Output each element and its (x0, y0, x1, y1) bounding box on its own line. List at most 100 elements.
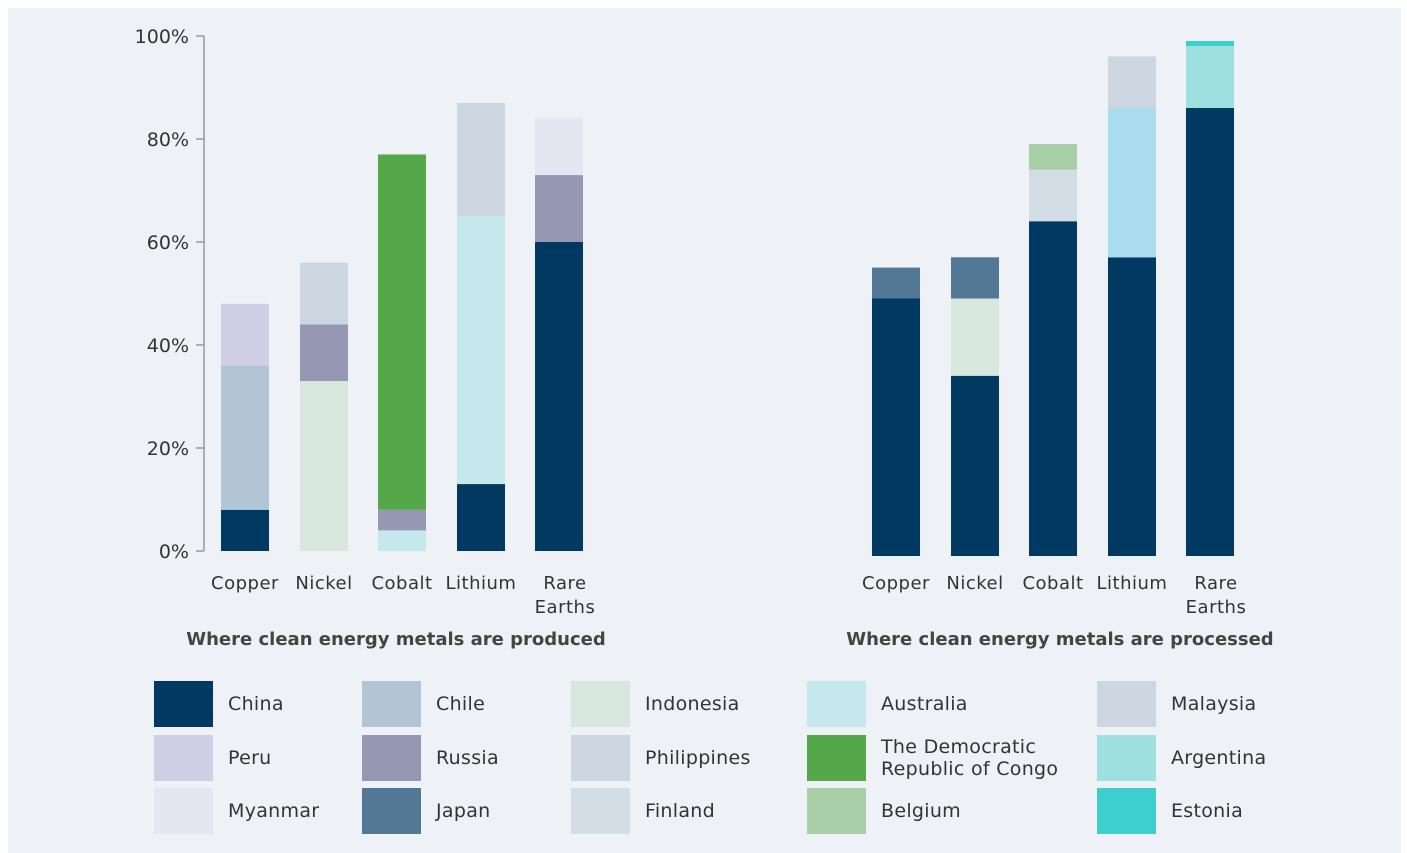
legend-item-australia: Australia (807, 681, 1061, 727)
bar-segment-copper-china (221, 509, 269, 551)
legend-item-finland: Finland (571, 788, 825, 834)
y-tick-label: 80% (147, 129, 189, 151)
legend-label: Myanmar (228, 800, 320, 822)
legend-item-philippines: Philippines (571, 735, 825, 781)
bar-segment-copper-chile (221, 365, 269, 510)
bar-segment-lithium-malaysia (1108, 56, 1156, 108)
bar-segment-lithium-china (457, 484, 505, 551)
y-axis: 0% 20% 40% 60% 80% 100% (135, 26, 205, 563)
y-tick-label: 0% (159, 541, 189, 563)
legend-item-china: China (154, 681, 408, 727)
legend-label: Estonia (1171, 800, 1244, 822)
legend-swatch (571, 681, 630, 727)
legend-label: Belgium (881, 800, 961, 822)
bar-segment-cobalt-belgium (1029, 144, 1077, 170)
legend-swatch (362, 681, 421, 727)
bar-segment-rare-earths-estonia (1186, 41, 1234, 47)
legend-item-peru: Peru (154, 735, 408, 781)
legend-label: China (228, 693, 284, 715)
bar-segment-rare-earths-china (1186, 107, 1234, 556)
bar-segment-copper-peru (221, 303, 269, 366)
bar-segment-copper-china (872, 298, 920, 556)
bar-segment-nickel-china (951, 375, 999, 556)
legend-item-chile: Chile (362, 681, 616, 727)
category-label-nickel: Nickel (295, 573, 352, 594)
bar-segment-cobalt-finland (1029, 169, 1077, 222)
bar-segment-cobalt-the-democratic-republic-of-congo (378, 154, 426, 510)
y-tick-label: 40% (147, 335, 189, 357)
legend-label: Peru (228, 747, 272, 769)
produced-chart-title: Where clean energy metals are produced (186, 629, 605, 650)
legend-swatch (807, 681, 866, 727)
category-label-rare-earths: Earths (1186, 597, 1247, 618)
legend-label: Malaysia (1171, 693, 1257, 715)
legend-swatch (154, 788, 213, 834)
legend-label: Finland (645, 800, 715, 822)
legend-label: Russia (436, 747, 499, 769)
produced-bars (221, 102, 583, 551)
legend-swatch (807, 735, 866, 781)
legend-item-argentina: Argentina (1097, 735, 1351, 781)
bar-segment-lithium-china (1108, 257, 1156, 556)
legend-swatch (154, 735, 213, 781)
category-label-rare-earths: Rare (1194, 573, 1237, 594)
legend-label: Indonesia (645, 693, 740, 715)
bar-segment-nickel-russia (300, 324, 348, 382)
legend-item-malaysia: Malaysia (1097, 681, 1351, 727)
legend-swatch (1097, 681, 1156, 727)
bar-segment-copper-japan (872, 267, 920, 299)
legend-label: Philippines (645, 747, 751, 769)
legend-item-belgium: Belgium (807, 788, 1061, 834)
legend-swatch (1097, 788, 1156, 834)
legend-swatch (362, 735, 421, 781)
legend-label: Australia (881, 693, 968, 715)
category-label-rare-earths: Rare (543, 573, 586, 594)
legend-swatch (571, 788, 630, 834)
bar-segment-rare-earths-china (535, 242, 583, 551)
y-tick-label: 20% (147, 438, 189, 460)
legend-label: Japan (436, 800, 491, 822)
bar-segment-lithium-australia (1108, 107, 1156, 258)
legend-label: The Democratic Republic of Congo (881, 736, 1059, 780)
legend-item-drc: The Democratic Republic of Congo (807, 735, 1081, 781)
bar-segment-lithium-australia (457, 216, 505, 485)
category-label-nickel: Nickel (946, 573, 1003, 594)
processed-category-labels: Copper Nickel Cobalt Lithium Rare Earths (862, 573, 1246, 618)
bar-segment-rare-earths-russia (535, 175, 583, 242)
processed-chart-title: Where clean energy metals are processed (846, 629, 1273, 650)
legend-swatch (571, 735, 630, 781)
y-tick-label: 100% (135, 26, 189, 48)
category-label-copper: Copper (862, 573, 930, 594)
produced-category-labels: Copper Nickel Cobalt Lithium Rare Earths (211, 573, 595, 618)
bar-segment-cobalt-russia (378, 509, 426, 531)
legend-item-russia: Russia (362, 735, 616, 781)
legend-item-myanmar: Myanmar (154, 788, 408, 834)
category-label-cobalt: Cobalt (371, 573, 432, 594)
legend-item-japan: Japan (362, 788, 616, 834)
legend-swatch (154, 681, 213, 727)
bar-segment-rare-earths-argentina (1186, 46, 1234, 108)
legend-swatch (1097, 735, 1156, 781)
bar-segment-nickel-indonesia (951, 298, 999, 376)
legend-label: Chile (436, 693, 486, 715)
y-tick-label: 60% (147, 232, 189, 254)
legend-item-estonia: Estonia (1097, 788, 1351, 834)
legend-label: Argentina (1171, 747, 1267, 769)
bar-segment-nickel-japan (951, 257, 999, 299)
bar-segment-rare-earths-myanmar (535, 118, 583, 176)
category-label-lithium: Lithium (1097, 573, 1168, 594)
category-label-copper: Copper (211, 573, 279, 594)
bar-segment-lithium-malaysia (457, 102, 505, 217)
bar-segment-nickel-indonesia (300, 381, 348, 551)
charts-svg: 0% 20% 40% 60% 80% 100% Copper Nickel Cobalt Lit… (135, 26, 1274, 650)
legend-swatch (807, 788, 866, 834)
bar-segment-nickel-philippines (300, 262, 348, 325)
legend-item-indonesia: Indonesia (571, 681, 825, 727)
category-label-rare-earths: Earths (535, 597, 596, 618)
category-label-cobalt: Cobalt (1022, 573, 1083, 594)
processed-bars (872, 41, 1234, 556)
bar-segment-cobalt-australia (378, 530, 426, 551)
category-label-lithium: Lithium (446, 573, 517, 594)
legend-swatch (362, 788, 421, 834)
bar-segment-cobalt-china (1029, 221, 1077, 556)
